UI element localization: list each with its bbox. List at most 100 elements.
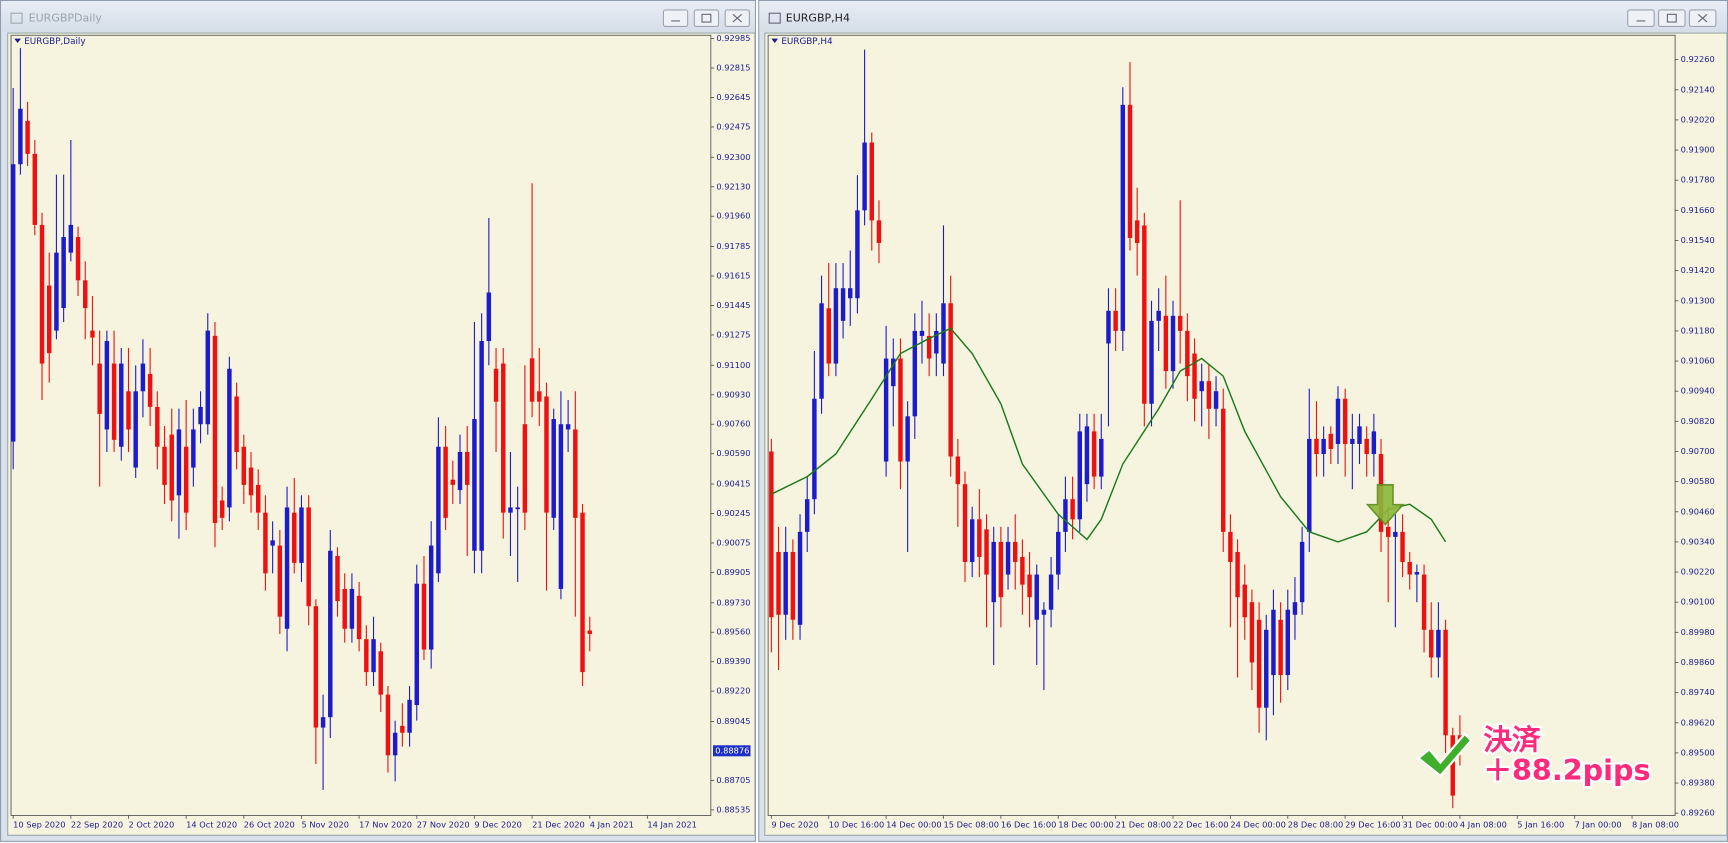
candle-body: [848, 288, 853, 299]
candle-body: [580, 512, 585, 673]
y-tick-label: 0.90460: [1681, 506, 1715, 516]
candle-body: [1170, 315, 1176, 372]
title-bar[interactable]: [1, 1, 755, 32]
candle-body: [1299, 541, 1305, 603]
candle-body: [407, 699, 412, 733]
candle-body: [1328, 433, 1334, 449]
candle-body: [18, 108, 23, 165]
candle-body: [1249, 602, 1255, 663]
candle-body: [819, 303, 824, 399]
candle-body: [1292, 602, 1298, 615]
candle-body: [1221, 408, 1226, 532]
candle-body: [428, 545, 434, 650]
candle-body: [392, 732, 398, 756]
candle-body: [493, 368, 499, 402]
candle-body: [1106, 310, 1111, 344]
candle-body: [926, 335, 932, 359]
candle-body: [54, 252, 59, 331]
candle-body: [450, 479, 456, 485]
y-tick-label: 0.92140: [1681, 84, 1715, 94]
candle-body: [776, 551, 781, 615]
y-tick-label: 0.91615: [716, 271, 750, 281]
window-title: EURGBPDaily: [29, 12, 103, 25]
y-tick-label: 0.92985: [716, 33, 750, 43]
y-tick-label: 0.91900: [1681, 145, 1715, 155]
candle-body: [1335, 398, 1341, 444]
candle-body: [400, 725, 405, 733]
candle-body: [68, 224, 74, 253]
restore-button[interactable]: [693, 9, 720, 27]
y-tick-label: 0.90590: [716, 448, 750, 458]
candle-body: [414, 583, 420, 706]
candle-body: [356, 595, 362, 640]
candle-body: [1005, 541, 1011, 575]
candle-body: [876, 220, 882, 243]
price-marker-label: 0.88876: [715, 745, 749, 755]
y-tick-label: 0.88535: [716, 804, 750, 814]
y-tick-label: 0.89560: [716, 627, 750, 637]
candle-body: [335, 555, 340, 602]
candle-body: [219, 500, 225, 518]
x-tick-label: 16 Dec 16:00: [1001, 820, 1056, 830]
candle-body: [205, 330, 211, 425]
x-tick-label: 26 Oct 2020: [244, 820, 295, 830]
candle-body: [241, 446, 247, 485]
y-tick-label: 0.89045: [716, 716, 750, 726]
y-tick-label: 0.92260: [1681, 54, 1715, 64]
candle-body: [812, 398, 817, 500]
x-tick-label: 14 Oct 2020: [186, 820, 237, 830]
minimize-button[interactable]: [662, 9, 689, 27]
candle-body: [1084, 426, 1090, 485]
candle-body: [277, 545, 283, 617]
candle-body: [537, 391, 542, 402]
y-tick-label: 0.90940: [1681, 386, 1715, 396]
candle-body: [371, 639, 376, 673]
candle-body: [1357, 426, 1362, 444]
y-tick-label: 0.90580: [1681, 476, 1715, 486]
y-tick-label: 0.92645: [716, 92, 750, 102]
candle-body: [320, 717, 326, 728]
candle-body: [1421, 574, 1427, 630]
candle-body: [1206, 381, 1212, 409]
candle-body: [421, 583, 427, 650]
x-tick-label: 4 Jan 2021: [590, 820, 634, 830]
y-tick-label: 0.89220: [716, 686, 750, 696]
candle-body: [1436, 629, 1441, 658]
candle-body: [464, 451, 470, 485]
candle-body: [234, 396, 239, 452]
candle-body: [969, 519, 975, 563]
x-tick-label: 21 Dec 2020: [532, 820, 585, 830]
candle-body: [1149, 320, 1154, 404]
y-tick-label: 0.89380: [1681, 778, 1715, 788]
y-tick-label: 0.92020: [1681, 114, 1715, 124]
minimize-button[interactable]: [1627, 9, 1655, 27]
candle-body: [587, 630, 592, 634]
candle-body: [1163, 315, 1169, 372]
x-tick-label: 4 Jan 08:00: [1460, 820, 1507, 830]
y-tick-label: 0.89500: [1681, 747, 1715, 757]
candle-body: [378, 651, 383, 695]
y-tick-label: 0.91100: [716, 360, 750, 370]
candle-body: [1142, 225, 1147, 404]
chart: EURGBP,H4 0.92260 0.92140 0.92020 0.91900 0.9…: [767, 34, 1715, 830]
y-tick-label: 0.91960: [716, 211, 750, 221]
candle-body: [984, 529, 989, 575]
candle-body: [1177, 315, 1183, 331]
x-tick-label: 24 Dec 00:00: [1230, 820, 1285, 830]
candle-body: [486, 292, 492, 342]
candle-body: [1307, 438, 1312, 532]
title-bar[interactable]: [759, 1, 1727, 32]
candle-body: [862, 142, 867, 211]
icon: [1666, 13, 1677, 23]
candle-body: [501, 363, 506, 513]
candle-body: [991, 541, 996, 603]
y-tick-label: 0.90220: [1681, 567, 1715, 577]
candle-body: [544, 396, 549, 513]
candle-body: [948, 303, 953, 457]
restore-button[interactable]: [1658, 9, 1686, 27]
candle-body: [912, 330, 918, 417]
y-tick-label: 0.91180: [1681, 325, 1715, 335]
candle-body: [255, 484, 261, 513]
candle-body: [299, 507, 304, 563]
